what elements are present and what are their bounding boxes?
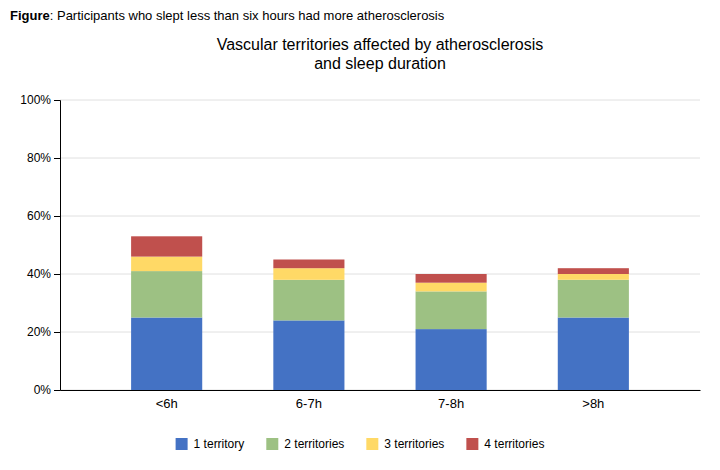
series-bars [131,318,629,391]
bar [131,257,202,272]
y-tick: 40% [27,267,60,281]
legend-swatch [466,438,478,450]
y-tick-mark [54,158,60,159]
y-tick-mark [54,274,60,275]
x-tick: >8h [582,396,604,411]
bar [416,291,487,329]
y-tick-label: 60% [27,209,51,223]
x-tick: <6h [156,396,178,411]
x-tick-label: >8h [582,396,604,411]
series-bars [131,257,629,292]
x-tick: 7-8h [438,396,464,411]
legend-label: 3 territories [384,437,444,451]
legend-swatch [176,438,188,450]
legend-item: 4 territories [466,437,544,451]
y-tick-mark [54,100,60,101]
caption-part: : Participants who slept less than six h… [50,8,445,23]
bar [273,268,344,280]
y-tick: 20% [27,325,60,339]
y-tick: 100% [20,93,60,107]
y-tick-label: 40% [27,267,51,281]
x-axis: <6h 6-7h 7-8h >8h [61,391,701,412]
figure-caption: Figure: Participants who slept less than… [10,8,445,23]
legend-swatch [266,438,278,450]
grid-line [60,216,700,217]
title-line: and sleep duration [314,55,446,72]
legend-label: 4 territories [484,437,544,451]
bar [558,274,629,280]
bar [416,274,487,283]
bar [273,280,344,321]
y-tick-label: 80% [27,151,51,165]
bar [558,268,629,274]
y-axis-line [54,101,61,391]
legend-item: 3 territories [366,437,444,451]
legend-label: 1 territory [194,437,245,451]
series-bars [131,271,629,329]
chart: Figure: Participants who slept less than… [0,0,720,470]
legend-item: 1 territory [176,437,245,451]
bars [131,236,629,390]
title: Vascular territories affected by atheros… [217,36,544,72]
y-tick: 80% [27,151,60,165]
y-tick-label: 20% [27,325,51,339]
bar [416,329,487,390]
title-line: Vascular territories affected by atheros… [217,36,544,53]
y-tick-label: 100% [20,93,51,107]
series-bars [131,236,629,282]
bar [558,280,629,318]
x-tick: 6-7h [296,396,322,411]
bar [131,271,202,317]
caption-part: Figure [10,8,50,23]
x-tick-label: 6-7h [296,396,322,411]
y-tick-mark [54,216,60,217]
y-tick: 0% [34,383,60,397]
x-axis-line [61,390,701,391]
y-tick: 60% [27,209,60,223]
grid [60,100,700,390]
legend-item: 2 territories [266,437,344,451]
bar [416,283,487,292]
bar [273,320,344,390]
legend-swatch [366,438,378,450]
legend: 1 territory 2 territories 3 territories 4 t… [176,437,545,451]
grid-line [60,100,700,101]
y-tick-mark [54,390,60,391]
bar [558,318,629,391]
grid-line [60,158,700,159]
y-tick-mark [54,332,60,333]
bar [273,260,344,269]
y-tick-label: 0% [34,383,52,397]
y-axis: 0% 20% 40% 60% 80% 100% [20,93,60,397]
bar [131,318,202,391]
legend-label: 2 territories [284,437,344,451]
x-tick-label: 7-8h [438,396,464,411]
bar [131,236,202,256]
x-tick-label: <6h [156,396,178,411]
